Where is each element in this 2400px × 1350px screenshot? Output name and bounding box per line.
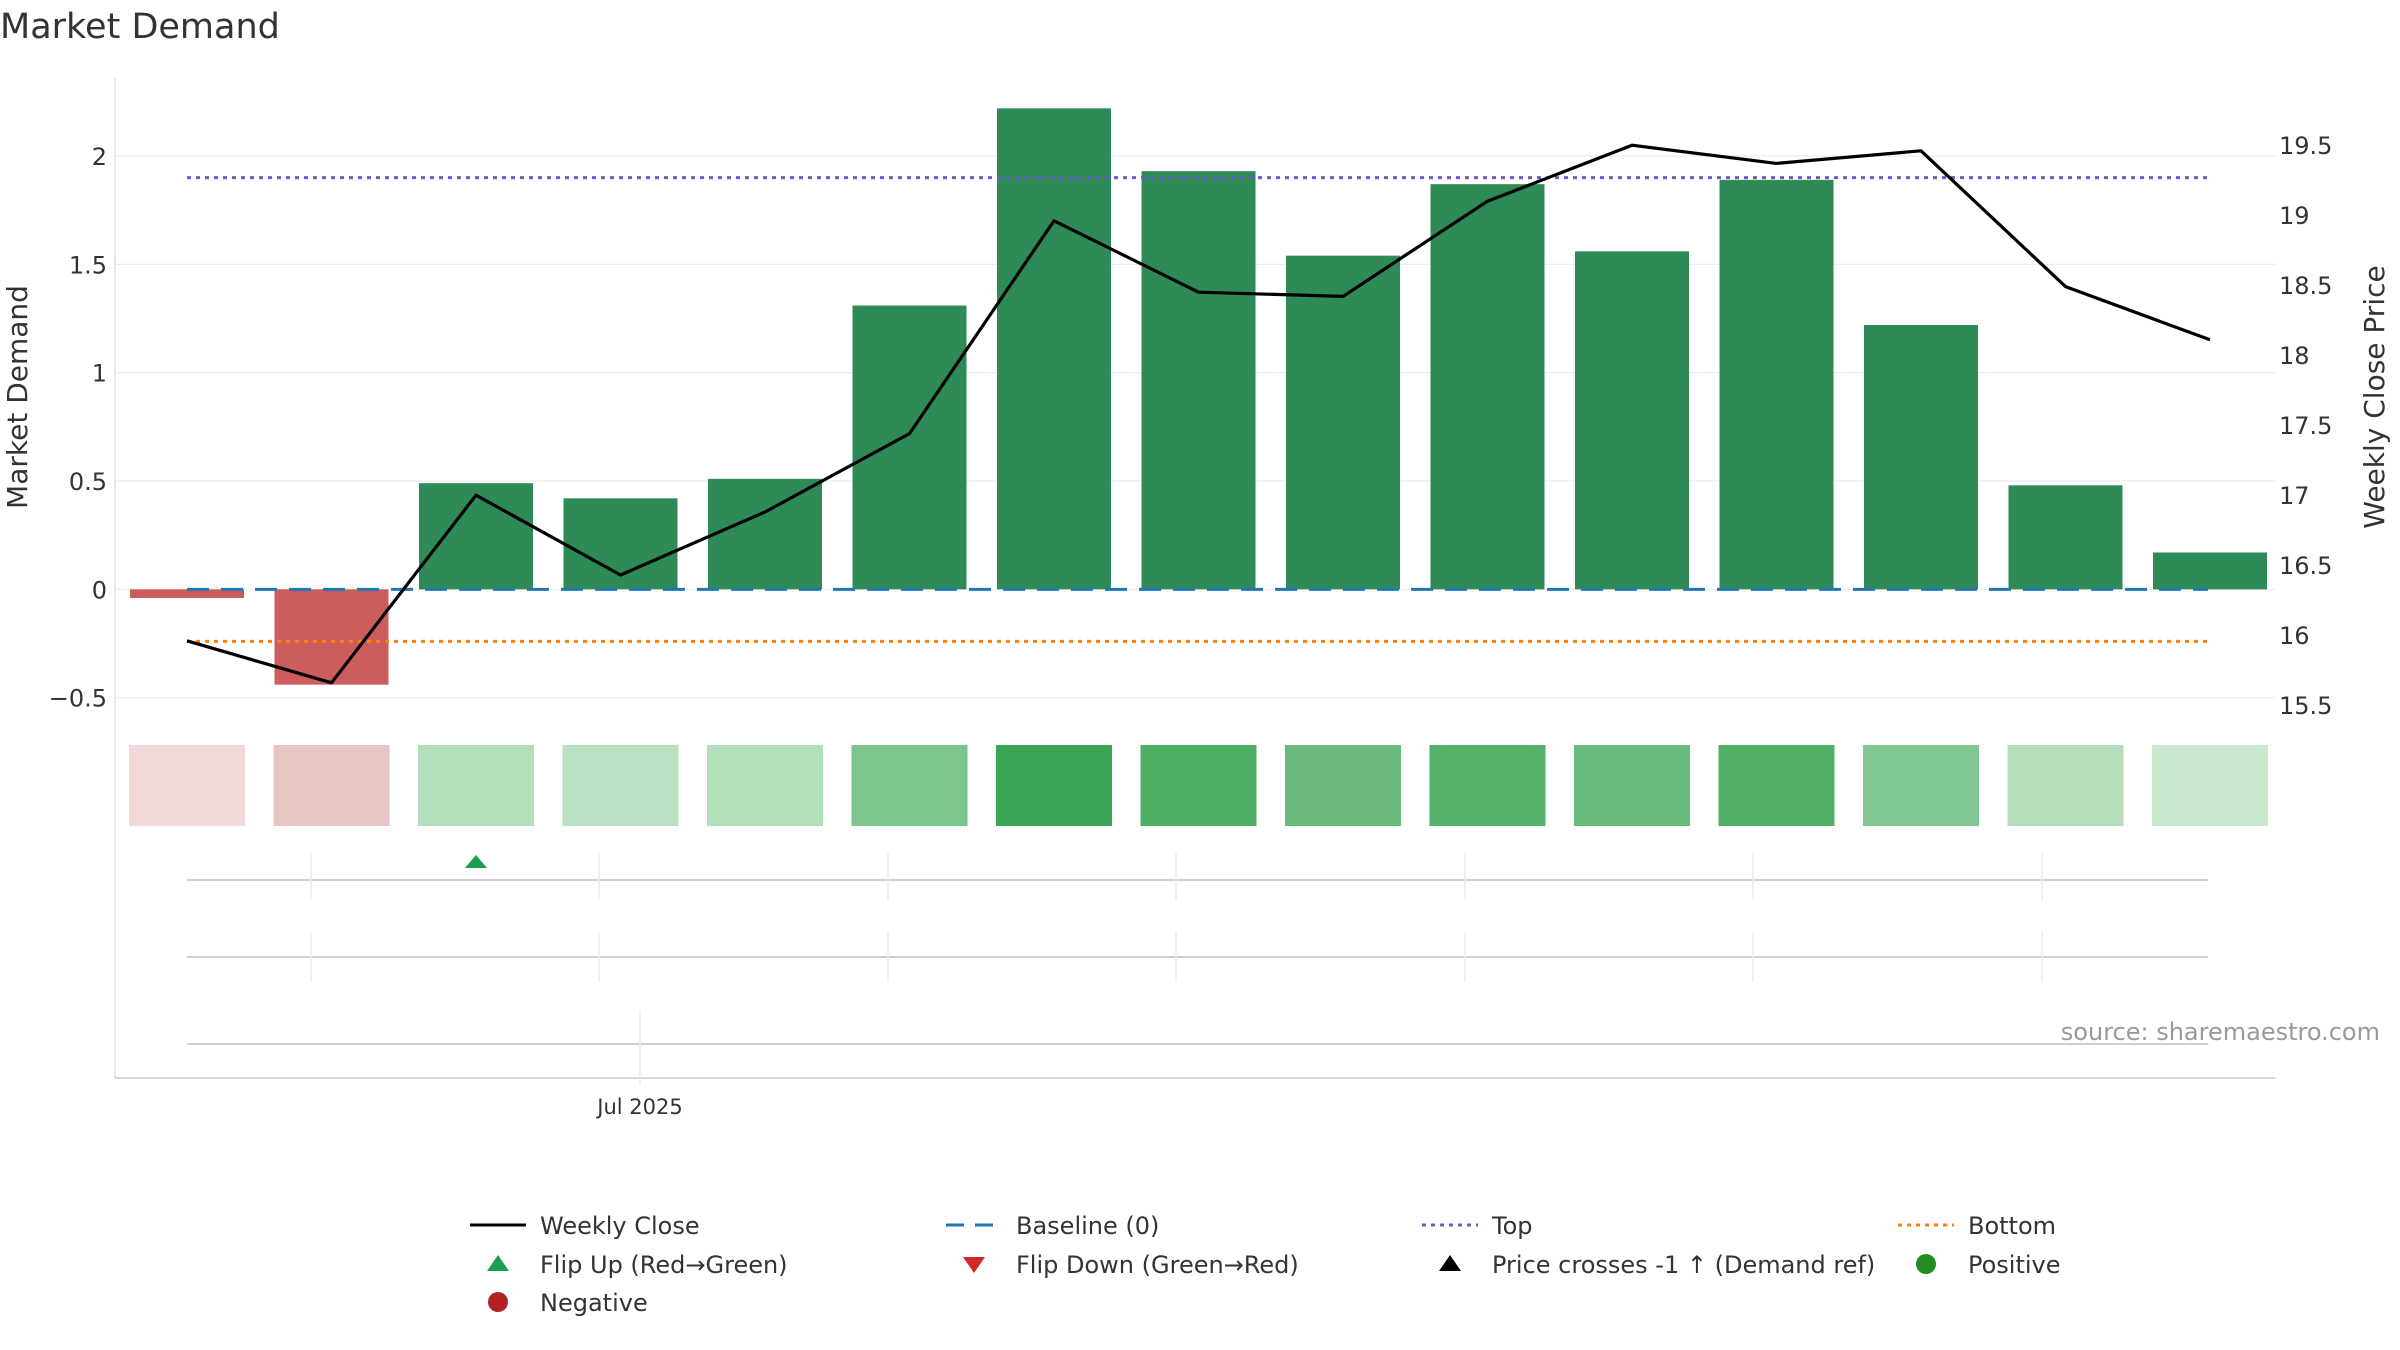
legend-label: Baseline (0)	[1016, 1212, 1159, 1240]
demand-bar	[2153, 552, 2267, 590]
legend-swatch	[963, 1257, 985, 1273]
heat-cell	[707, 745, 823, 826]
weekly-close-line	[186, 143, 2211, 685]
demand-heat-strip	[129, 745, 2268, 826]
demand-bar	[997, 108, 1111, 590]
heat-cell	[129, 745, 245, 826]
demand-bar	[130, 589, 244, 598]
heat-cell	[2152, 745, 2268, 826]
y2-axis-label: Weekly Close Price	[2358, 265, 2391, 528]
legend-label: Positive	[1968, 1251, 2061, 1279]
demand-bar	[1864, 325, 1978, 590]
legend-swatch	[1439, 1255, 1461, 1271]
chart-title: Market Demand	[0, 7, 280, 47]
y-axis-label: Market Demand	[1, 285, 34, 509]
y2-axis-ticks: 15.5 16 16.5 17 17.5 18 18.5 19 19.5	[2279, 132, 2332, 720]
legend-swatch	[487, 1255, 509, 1271]
demand-bar	[1141, 171, 1256, 590]
y-tick-label: −0.5	[49, 685, 107, 713]
y-tick-label: 2	[92, 143, 107, 171]
legend-label: Flip Down (Green→Red)	[1016, 1251, 1299, 1279]
heat-cell	[1574, 745, 1690, 826]
legend-label: Bottom	[1968, 1212, 2056, 1240]
demand-bar	[1430, 184, 1545, 590]
legend-label: Flip Up (Red→Green)	[540, 1251, 788, 1279]
heat-cell	[996, 745, 1112, 826]
demand-bar	[1719, 179, 1834, 590]
demand-bar	[274, 589, 389, 685]
demand-bar	[1286, 255, 1400, 590]
legend-swatch	[1916, 1254, 1936, 1274]
y-axis-ticks: −0.5 0 0.5 1 1.5 2	[49, 143, 107, 713]
signal-markers	[465, 855, 487, 868]
y2-tick-label: 18.5	[2279, 272, 2332, 300]
heat-cell	[1140, 745, 1257, 826]
y-tick-label: 0	[92, 576, 107, 604]
y-tick-label: 1	[92, 360, 107, 388]
heat-cell	[273, 745, 390, 826]
y2-tick-label: 19	[2279, 202, 2310, 230]
demand-bars	[130, 108, 2267, 685]
y-tick-label: 1.5	[69, 251, 107, 279]
y2-tick-label: 19.5	[2279, 132, 2332, 160]
legend-label: Price crosses -1 ↑ (Demand ref)	[1492, 1251, 1875, 1279]
legend-label: Weekly Close	[540, 1212, 700, 1240]
y2-tick-label: 16	[2279, 622, 2310, 650]
demand-bar	[419, 483, 533, 590]
signal-panels	[187, 853, 2208, 1085]
axis-frame	[114, 78, 2275, 1079]
demand-bar	[2008, 485, 2123, 590]
demand-bar	[708, 478, 822, 590]
heat-cell	[1285, 745, 1401, 826]
flip-up-marker	[465, 855, 487, 868]
heat-cell	[851, 745, 968, 826]
heat-cell	[562, 745, 679, 826]
legend-label: Negative	[540, 1289, 648, 1317]
y-tick-label: 0.5	[69, 468, 107, 496]
x-tick-label: Jul 2025	[595, 1095, 682, 1119]
demand-bar	[1575, 251, 1689, 590]
legend-label: Top	[1491, 1212, 1533, 1240]
legend: Weekly Close Baseline (0) Top Bottom Flip Up…	[470, 1212, 2061, 1317]
y2-tick-label: 15.5	[2279, 692, 2332, 720]
reference-lines	[187, 176, 2208, 643]
weekly-close-path	[186, 143, 2211, 685]
legend-swatch	[488, 1292, 508, 1312]
heat-cell	[1718, 745, 1835, 826]
heat-cell	[1429, 745, 1546, 826]
demand-bar	[852, 305, 967, 590]
heat-cell	[418, 745, 534, 826]
y2-tick-label: 16.5	[2279, 552, 2332, 580]
y2-tick-label: 17	[2279, 482, 2310, 510]
y2-tick-label: 18	[2279, 342, 2310, 370]
heat-cell	[1863, 745, 1979, 826]
heat-cell	[2007, 745, 2124, 826]
source-note: source: sharemaestro.com	[2061, 1018, 2380, 1046]
y2-tick-label: 17.5	[2279, 412, 2332, 440]
